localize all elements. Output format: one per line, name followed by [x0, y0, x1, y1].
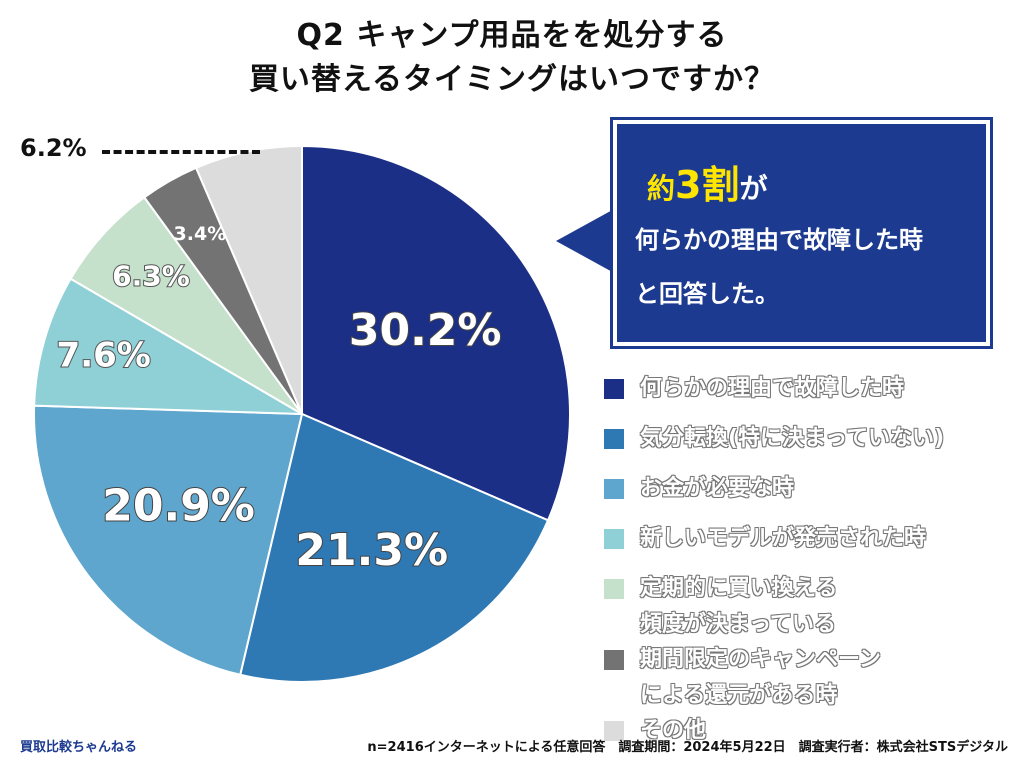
chart-title: Q2 キャンプ用品をを処分する 買い替えるタイミングはいつですか？ [0, 14, 1024, 102]
pie-slice [301, 144, 571, 522]
callout-suffix: が [739, 172, 768, 205]
callout-box: 約3割が 何らかの理由で故障した時 と回答した。 [610, 117, 993, 349]
legend-swatch [604, 721, 624, 741]
legend-label: 頻度が決まっている [640, 612, 837, 637]
callout-highlight: 3割 [675, 163, 740, 207]
callout-prefix: 約 [647, 172, 676, 205]
pie-slice-label: 7.6% [57, 335, 151, 375]
title-line-2: 買い替えるタイミングはいつですか？ [248, 62, 776, 97]
footer-brand: 買取比較ちゃんねる [20, 740, 138, 755]
callout-headline: 約3割が [647, 154, 767, 209]
other-slice-outer-label: 6.2% [20, 134, 87, 162]
footer-note: n=2416インターネットによる任意回答 調査期間：2024年5月22日 調査実… [367, 740, 1008, 755]
legend-label: 気分転換(特に決まっていない) [640, 426, 945, 451]
pie-slice-label: 21.3% [295, 525, 448, 576]
legend-label: 定期的に買い換える [640, 576, 838, 601]
pie-slice-label: 3.4% [174, 223, 227, 245]
other-slice-leader-line [102, 150, 260, 154]
pie-slice [33, 277, 303, 415]
pie-slice [69, 195, 303, 415]
pie-slice [33, 404, 304, 676]
legend-swatch [604, 479, 624, 499]
pie-slice [239, 412, 550, 683]
pie-slice-label: 30.2% [349, 305, 502, 356]
legend-label: お金が必要な時 [640, 476, 795, 501]
callout-line-2: 何らかの理由で故障した時 [635, 226, 923, 254]
legend-swatch [604, 650, 624, 670]
legend-swatch [604, 429, 624, 449]
legend-swatch [604, 379, 624, 399]
pie-slice-label: 6.3% [112, 259, 190, 292]
callout-pointer [556, 208, 616, 274]
legend-swatch [604, 529, 624, 549]
legend-label: その他 [640, 718, 707, 743]
pie-slice-label: 20.9% [102, 481, 255, 532]
legend-label: 新しいモデルが発売された時 [640, 526, 927, 551]
legend-label: 何らかの理由で故障した時 [640, 376, 905, 401]
title-line-1: Q2 キャンプ用品をを処分する [296, 18, 728, 53]
legend-label: による還元がある時 [640, 683, 838, 708]
callout-line-3: と回答した。 [635, 280, 779, 308]
legend-label: 期間限定のキャンペーン [640, 647, 881, 672]
legend-swatch [604, 579, 624, 599]
